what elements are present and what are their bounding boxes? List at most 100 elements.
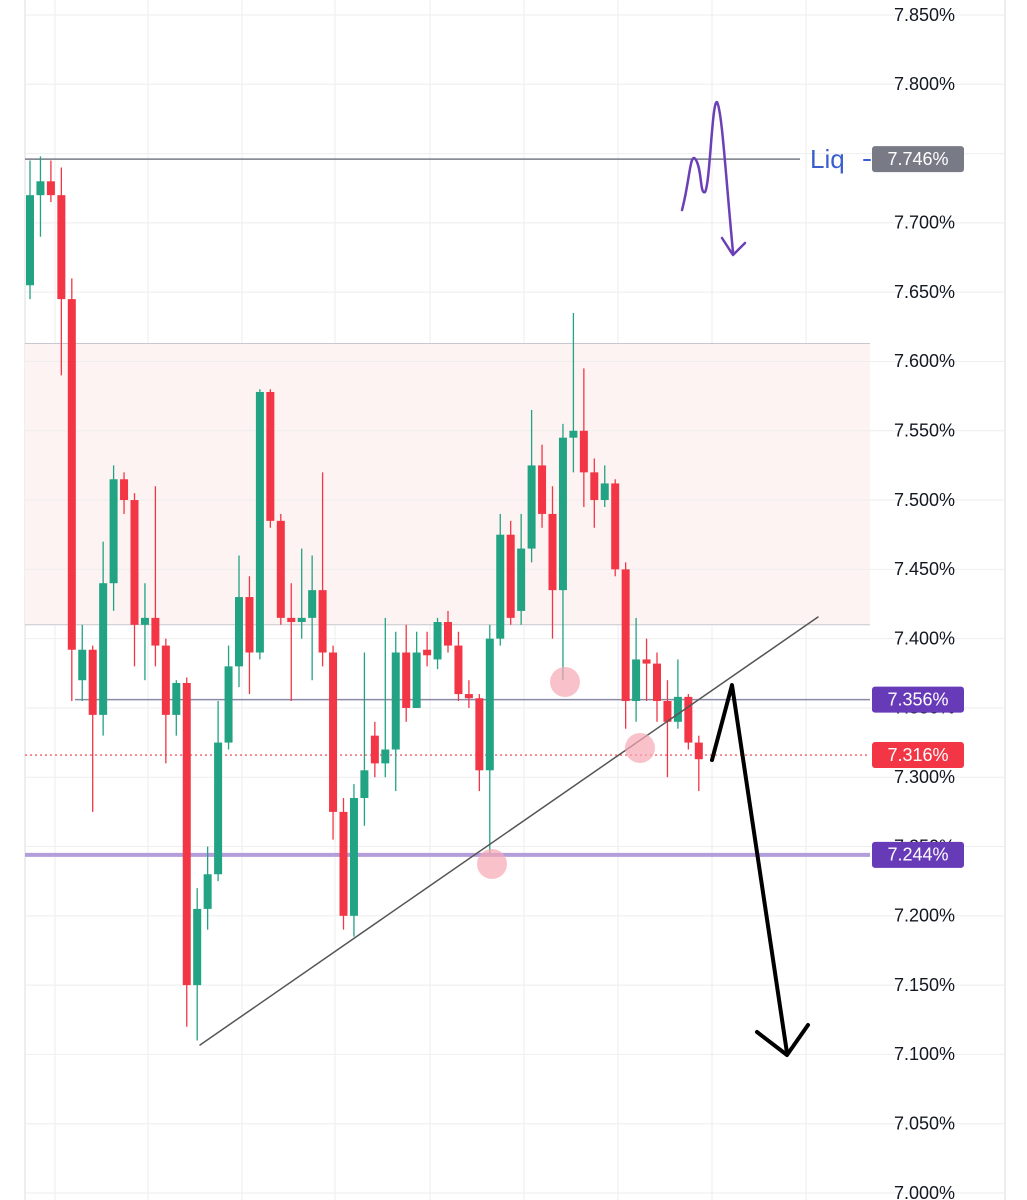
candle-body [642, 659, 651, 664]
arrow-head [720, 236, 747, 257]
candle-body [151, 617, 160, 646]
candle-body [130, 500, 139, 625]
candle-body [485, 638, 494, 771]
candle-body [297, 617, 306, 623]
candle-body [245, 597, 254, 653]
candle-body [611, 483, 620, 570]
price-tag-label: 7.356% [887, 689, 948, 709]
y-tick-label: 7.800% [894, 74, 955, 94]
candle-body [329, 652, 338, 812]
candle-body [590, 472, 599, 501]
y-tick-label: 7.300% [894, 767, 955, 787]
candle-body [433, 622, 442, 660]
candle-body [203, 874, 212, 909]
y-tick-label: 7.550% [894, 421, 955, 441]
candle-body [46, 181, 55, 196]
candle-body [475, 698, 484, 771]
candle-body [339, 811, 348, 916]
y-tick-label: 7.600% [894, 351, 955, 371]
y-tick-label: 7.050% [894, 1113, 955, 1133]
candle-body [381, 749, 390, 764]
background-layer [24, 0, 1006, 1200]
marker-circle [477, 849, 507, 879]
liq-label: Liq [810, 144, 845, 174]
candle-body [26, 195, 34, 286]
y-tick-label: 7.200% [894, 906, 955, 926]
candle-body [99, 583, 108, 715]
y-tick-label: 7.000% [894, 1183, 955, 1200]
candle-body [600, 483, 609, 501]
candle-body [78, 649, 87, 681]
candle-body [538, 465, 547, 514]
candle-body [276, 520, 285, 618]
candle-body [423, 649, 432, 656]
y-tick-label: 7.500% [894, 490, 955, 510]
price-tag-label: 7.316% [887, 745, 948, 765]
candle-body [349, 798, 358, 916]
candle-body [140, 617, 149, 625]
candle-body [632, 659, 641, 702]
candle-body [224, 666, 233, 743]
price-axis: 7.000%7.050%7.100%7.150%7.200%7.250%7.30… [872, 5, 964, 1200]
arrow-head [755, 1023, 810, 1057]
candle-body [391, 652, 400, 750]
candle-body [120, 479, 129, 501]
candle-body [673, 696, 682, 722]
candle-body [506, 534, 515, 618]
price-tag [872, 742, 964, 769]
candle-body [266, 391, 275, 521]
candle-body [109, 479, 118, 584]
y-tick-label: 7.700% [894, 213, 955, 233]
candle-body [214, 742, 223, 875]
candle-body [360, 770, 369, 799]
candle-body [569, 430, 578, 438]
y-tick-label: 7.400% [894, 628, 955, 648]
price-tag [872, 146, 964, 173]
candle-body [412, 652, 421, 708]
candle-body [402, 652, 411, 708]
drawings [199, 100, 871, 1057]
y-tick-label: 7.100% [894, 1044, 955, 1064]
candle-body [653, 663, 661, 702]
hand-arrow [710, 683, 789, 1055]
marker-circle [550, 667, 580, 697]
candle-body [308, 590, 317, 618]
candle-body [57, 195, 66, 300]
candle-body [558, 437, 567, 591]
price-tag [872, 686, 964, 713]
candle-body [684, 696, 693, 743]
candle-body [255, 391, 264, 653]
plot-layer [26, 156, 703, 1041]
candle-body [370, 735, 379, 764]
candle-body [36, 181, 45, 196]
candle-body [579, 430, 588, 473]
trendline [199, 616, 819, 1046]
candle-body [621, 569, 630, 702]
price-tag-label: 7.244% [887, 845, 948, 865]
candle-body [235, 597, 243, 667]
candle-body [464, 694, 473, 699]
candle-body [172, 682, 181, 715]
candle-body [287, 617, 296, 623]
hand-squiggle [680, 100, 735, 254]
y-tick-label: 7.150% [894, 975, 955, 995]
candle-body [444, 622, 452, 646]
candle-body [88, 649, 97, 715]
y-tick-label: 7.450% [894, 559, 955, 579]
candle-body [517, 548, 526, 611]
candle-body [454, 645, 463, 695]
y-tick-label: 7.650% [894, 282, 955, 302]
y-tick-label: 7.850% [894, 5, 955, 25]
zone [25, 343, 870, 625]
candle-body [694, 742, 703, 760]
candle-body [527, 465, 536, 549]
candle-body [663, 701, 672, 722]
candle-body [318, 590, 327, 653]
price-tag-label: 7.746% [887, 149, 948, 169]
price-tag [872, 841, 964, 868]
marker-circle [625, 733, 655, 763]
candle-body [193, 908, 202, 986]
candle-body [496, 534, 505, 639]
candle-body [161, 645, 170, 715]
